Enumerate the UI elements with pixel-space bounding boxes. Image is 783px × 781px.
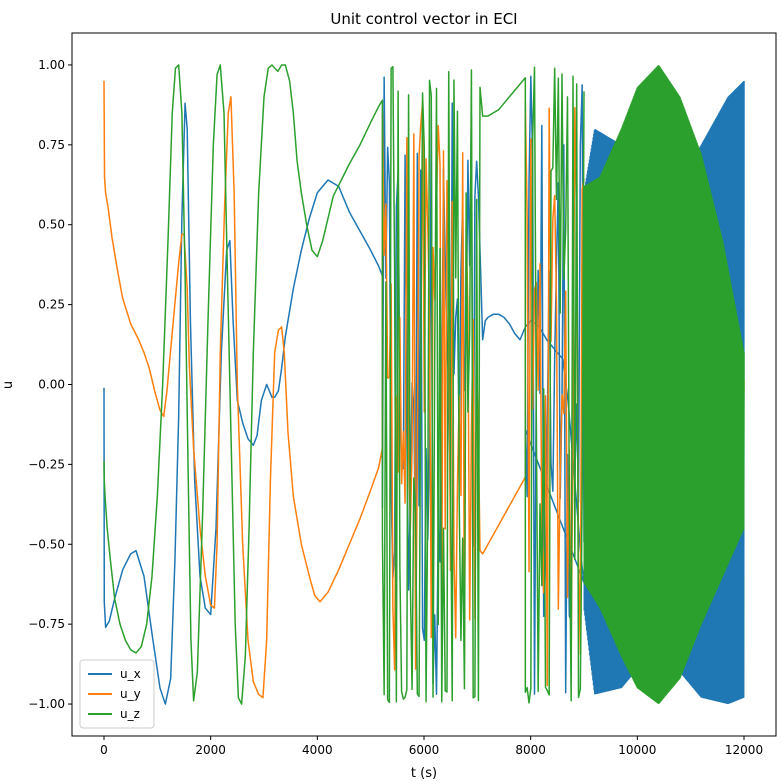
legend-box xyxy=(79,659,155,729)
y-tick-label: 0.75 xyxy=(38,138,65,152)
series-layer xyxy=(103,64,745,705)
y-axis: −1.00 −0.75 −0.50 −0.25 0.00 0.25 0.50 0.75 1.00 xyxy=(28,58,72,711)
series-dense-u_z xyxy=(583,65,745,704)
x-tick-label: 10000 xyxy=(618,743,656,757)
legend: u_x u_y u_z xyxy=(79,659,155,729)
x-tick-label: 12000 xyxy=(725,743,763,757)
legend-label-u_z: u_z xyxy=(120,707,140,721)
legend-label-u_y: u_y xyxy=(120,687,141,701)
x-axis-title: t (s) xyxy=(411,766,437,781)
x-tick-label: 0 xyxy=(100,743,108,757)
y-tick-label: −1.00 xyxy=(28,697,65,711)
x-tick-label: 2000 xyxy=(195,743,226,757)
y-tick-label: 0.25 xyxy=(38,298,65,312)
x-tick-label: 8000 xyxy=(515,743,546,757)
y-tick-label: 0.50 xyxy=(38,218,65,232)
y-tick-label: 1.00 xyxy=(38,58,65,72)
y-tick-label: −0.50 xyxy=(28,537,65,551)
y-tick-label: −0.75 xyxy=(28,617,65,631)
x-tick-label: 4000 xyxy=(302,743,333,757)
legend-label-u_x: u_x xyxy=(120,667,141,681)
chart-title: Unit control vector in ECI xyxy=(330,10,517,28)
y-tick-label: 0.00 xyxy=(38,378,65,392)
x-axis: 0 2000 4000 6000 8000 10000 12000 xyxy=(100,736,763,757)
x-tick-label: 6000 xyxy=(409,743,440,757)
series-line-u_z xyxy=(103,64,585,705)
y-tick-label: −0.25 xyxy=(28,457,65,471)
series-u_z xyxy=(103,64,745,705)
y-axis-title: u xyxy=(1,381,16,389)
